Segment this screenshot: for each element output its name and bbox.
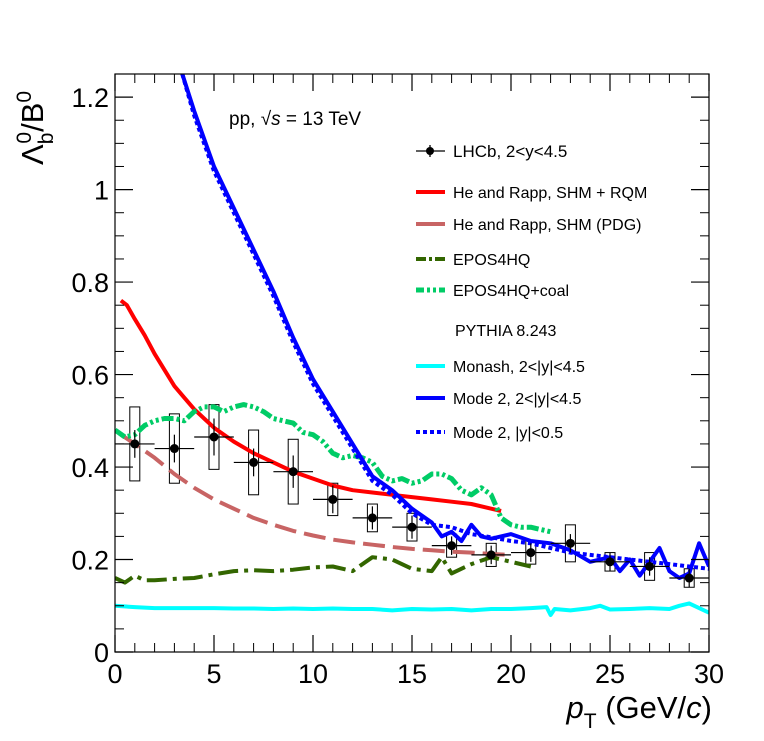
series-line-he_rapp_pdg	[119, 433, 512, 557]
y-tick-label: 0.4	[71, 453, 109, 483]
data-point	[407, 522, 417, 532]
legend: LHCb, 2<y<4.5 He and Rapp, SHM + RQM He …	[416, 142, 647, 442]
series-line-epos	[115, 555, 532, 585]
data-point	[288, 467, 298, 477]
data-point	[447, 541, 457, 551]
collision-annotation: pp, √s = 13 TeV	[229, 109, 361, 130]
data-point	[367, 513, 377, 523]
series-line-mode2_central	[180, 74, 709, 571]
y-tick-label: 0.8	[71, 268, 109, 298]
x-tick-label: 10	[298, 659, 328, 689]
series-line-monash	[115, 601, 709, 617]
legend-item-lhcb: LHCb, 2<y<4.5	[416, 142, 567, 161]
x-tick-label: 0	[107, 659, 122, 689]
data-point	[328, 494, 338, 504]
legend-item-epos: EPOS4HQ	[416, 252, 530, 269]
x-tick-label: 25	[595, 659, 625, 689]
y-tick-label: 1.2	[71, 83, 109, 113]
legend-item-he-rapp-rqm: He and Rapp, SHM + RQM	[416, 185, 647, 202]
legend-label-lhcb: LHCb, 2<y<4.5	[453, 142, 567, 161]
y-tick-label: 0	[94, 638, 109, 668]
data-point	[605, 557, 615, 567]
x-axis-title: pT (GeV/c)	[566, 690, 713, 733]
legend-item-monash: Monash, 2<|y|<4.5	[416, 359, 585, 376]
y-tick-label: 1	[94, 176, 109, 206]
legend-header-pythia: PYTHIA 8.243	[455, 323, 556, 340]
x-axis-ticks: 0 5 10 15 20 25 30	[107, 74, 724, 689]
plot-frame	[114, 73, 710, 653]
series-line-epos_coal	[115, 402, 552, 535]
y-tick-label: 0.6	[71, 361, 109, 391]
legend-label-monash: Monash, 2<|y|<4.5	[453, 359, 585, 376]
legend-label-he-rapp-pdg: He and Rapp, SHM (PDG)	[453, 217, 642, 234]
legend-item-mode2-central: Mode 2, |y|<0.5	[416, 425, 563, 442]
data-point	[486, 550, 496, 560]
x-tick-label: 5	[206, 659, 221, 689]
model-curves	[115, 74, 709, 617]
legend-label-he-rapp-rqm: He and Rapp, SHM + RQM	[453, 185, 647, 202]
data-point	[565, 538, 575, 548]
data-point	[209, 432, 219, 442]
legend-item-mode2: Mode 2, 2<|y|<4.5	[416, 391, 582, 408]
data-point	[526, 548, 536, 558]
y-axis-title: Λb0/B0	[13, 91, 58, 165]
data-point	[249, 457, 259, 467]
data-point	[684, 573, 694, 583]
legend-label-epos: EPOS4HQ	[453, 252, 530, 269]
x-tick-label: 30	[694, 659, 724, 689]
lhcb-data-points	[115, 418, 709, 588]
series-line-mode2	[180, 74, 709, 580]
y-tick-label: 0.2	[71, 546, 109, 576]
series-line-he_rapp_rqm	[119, 299, 502, 513]
y-axis-ticks: 0 0.2 0.4 0.6 0.8 1 1.2	[71, 73, 709, 668]
data-point	[130, 439, 140, 449]
x-tick-label: 20	[496, 659, 526, 689]
legend-item-epos-coal: EPOS4HQ+coal	[416, 283, 569, 300]
legend-label-mode2: Mode 2, 2<|y|<4.5	[453, 391, 582, 408]
legend-item-he-rapp-pdg: He and Rapp, SHM (PDG)	[416, 217, 642, 234]
x-tick-label: 15	[397, 659, 427, 689]
data-point	[645, 561, 655, 571]
legend-label-epos-coal: EPOS4HQ+coal	[453, 283, 569, 300]
data-point	[169, 444, 179, 454]
legend-label-mode2-central: Mode 2, |y|<0.5	[453, 425, 563, 442]
